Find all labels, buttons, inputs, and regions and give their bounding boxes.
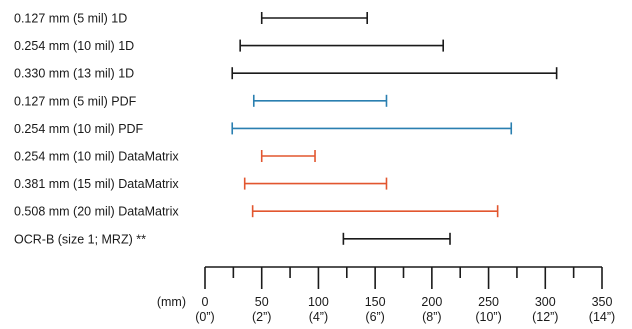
tick-label-in: (14”) <box>589 310 615 324</box>
row-label: OCR-B (size 1; MRZ) ** <box>14 232 146 246</box>
tick-label-in: (0”) <box>195 310 214 324</box>
range-row: OCR-B (size 1; MRZ) ** <box>14 232 451 246</box>
range-row: 0.381 mm (15 mil) DataMatrix <box>14 177 388 191</box>
tick-label-in: (4”) <box>309 310 328 324</box>
range-row: 0.508 mm (20 mil) DataMatrix <box>14 205 499 219</box>
row-label: 0.330 mm (13 mil) 1D <box>14 67 134 81</box>
tick-label-in: (6”) <box>365 310 384 324</box>
row-label: 0.127 mm (5 mil) PDF <box>14 94 137 108</box>
row-label: 0.381 mm (15 mil) DataMatrix <box>14 177 179 191</box>
range-row: 0.127 mm (5 mil) 1D <box>14 12 369 26</box>
axis-unit-label: (mm) <box>157 295 186 309</box>
row-label: 0.127 mm (5 mil) 1D <box>14 12 127 26</box>
range-row: 0.254 mm (10 mil) DataMatrix <box>14 150 316 164</box>
tick-label-in: (8”) <box>422 310 441 324</box>
tick-label-mm: 300 <box>535 295 556 309</box>
range-row: 0.254 mm (10 mil) 1D <box>14 39 445 53</box>
tick-label-in: (12”) <box>532 310 558 324</box>
tick-label-mm: 250 <box>478 295 499 309</box>
range-row: 0.330 mm (13 mil) 1D <box>14 67 558 81</box>
tick-label-mm: 200 <box>421 295 442 309</box>
tick-label-mm: 50 <box>255 295 269 309</box>
tick-label-in: (2”) <box>252 310 271 324</box>
range-row: 0.127 mm (5 mil) PDF <box>14 94 388 108</box>
tick-label-mm: 350 <box>592 295 613 309</box>
x-axis: (mm) 0(0”) 50(2”) 100(4”) 150(6”) 200(8”) 250… <box>157 266 615 324</box>
row-label: 0.508 mm (20 mil) DataMatrix <box>14 205 179 219</box>
tick-label-mm: 0 <box>202 295 209 309</box>
row-label: 0.254 mm (10 mil) 1D <box>14 39 134 53</box>
tick-label-in: (10”) <box>475 310 501 324</box>
range-rows: 0.127 mm (5 mil) 1D 0.254 mm (10 mil) 1D 0… <box>14 12 558 246</box>
row-label: 0.254 mm (10 mil) PDF <box>14 122 144 136</box>
row-label: 0.254 mm (10 mil) DataMatrix <box>14 150 179 164</box>
tick-label-mm: 150 <box>365 295 386 309</box>
range-row: 0.254 mm (10 mil) PDF <box>14 122 513 136</box>
tick-label-mm: 100 <box>308 295 329 309</box>
